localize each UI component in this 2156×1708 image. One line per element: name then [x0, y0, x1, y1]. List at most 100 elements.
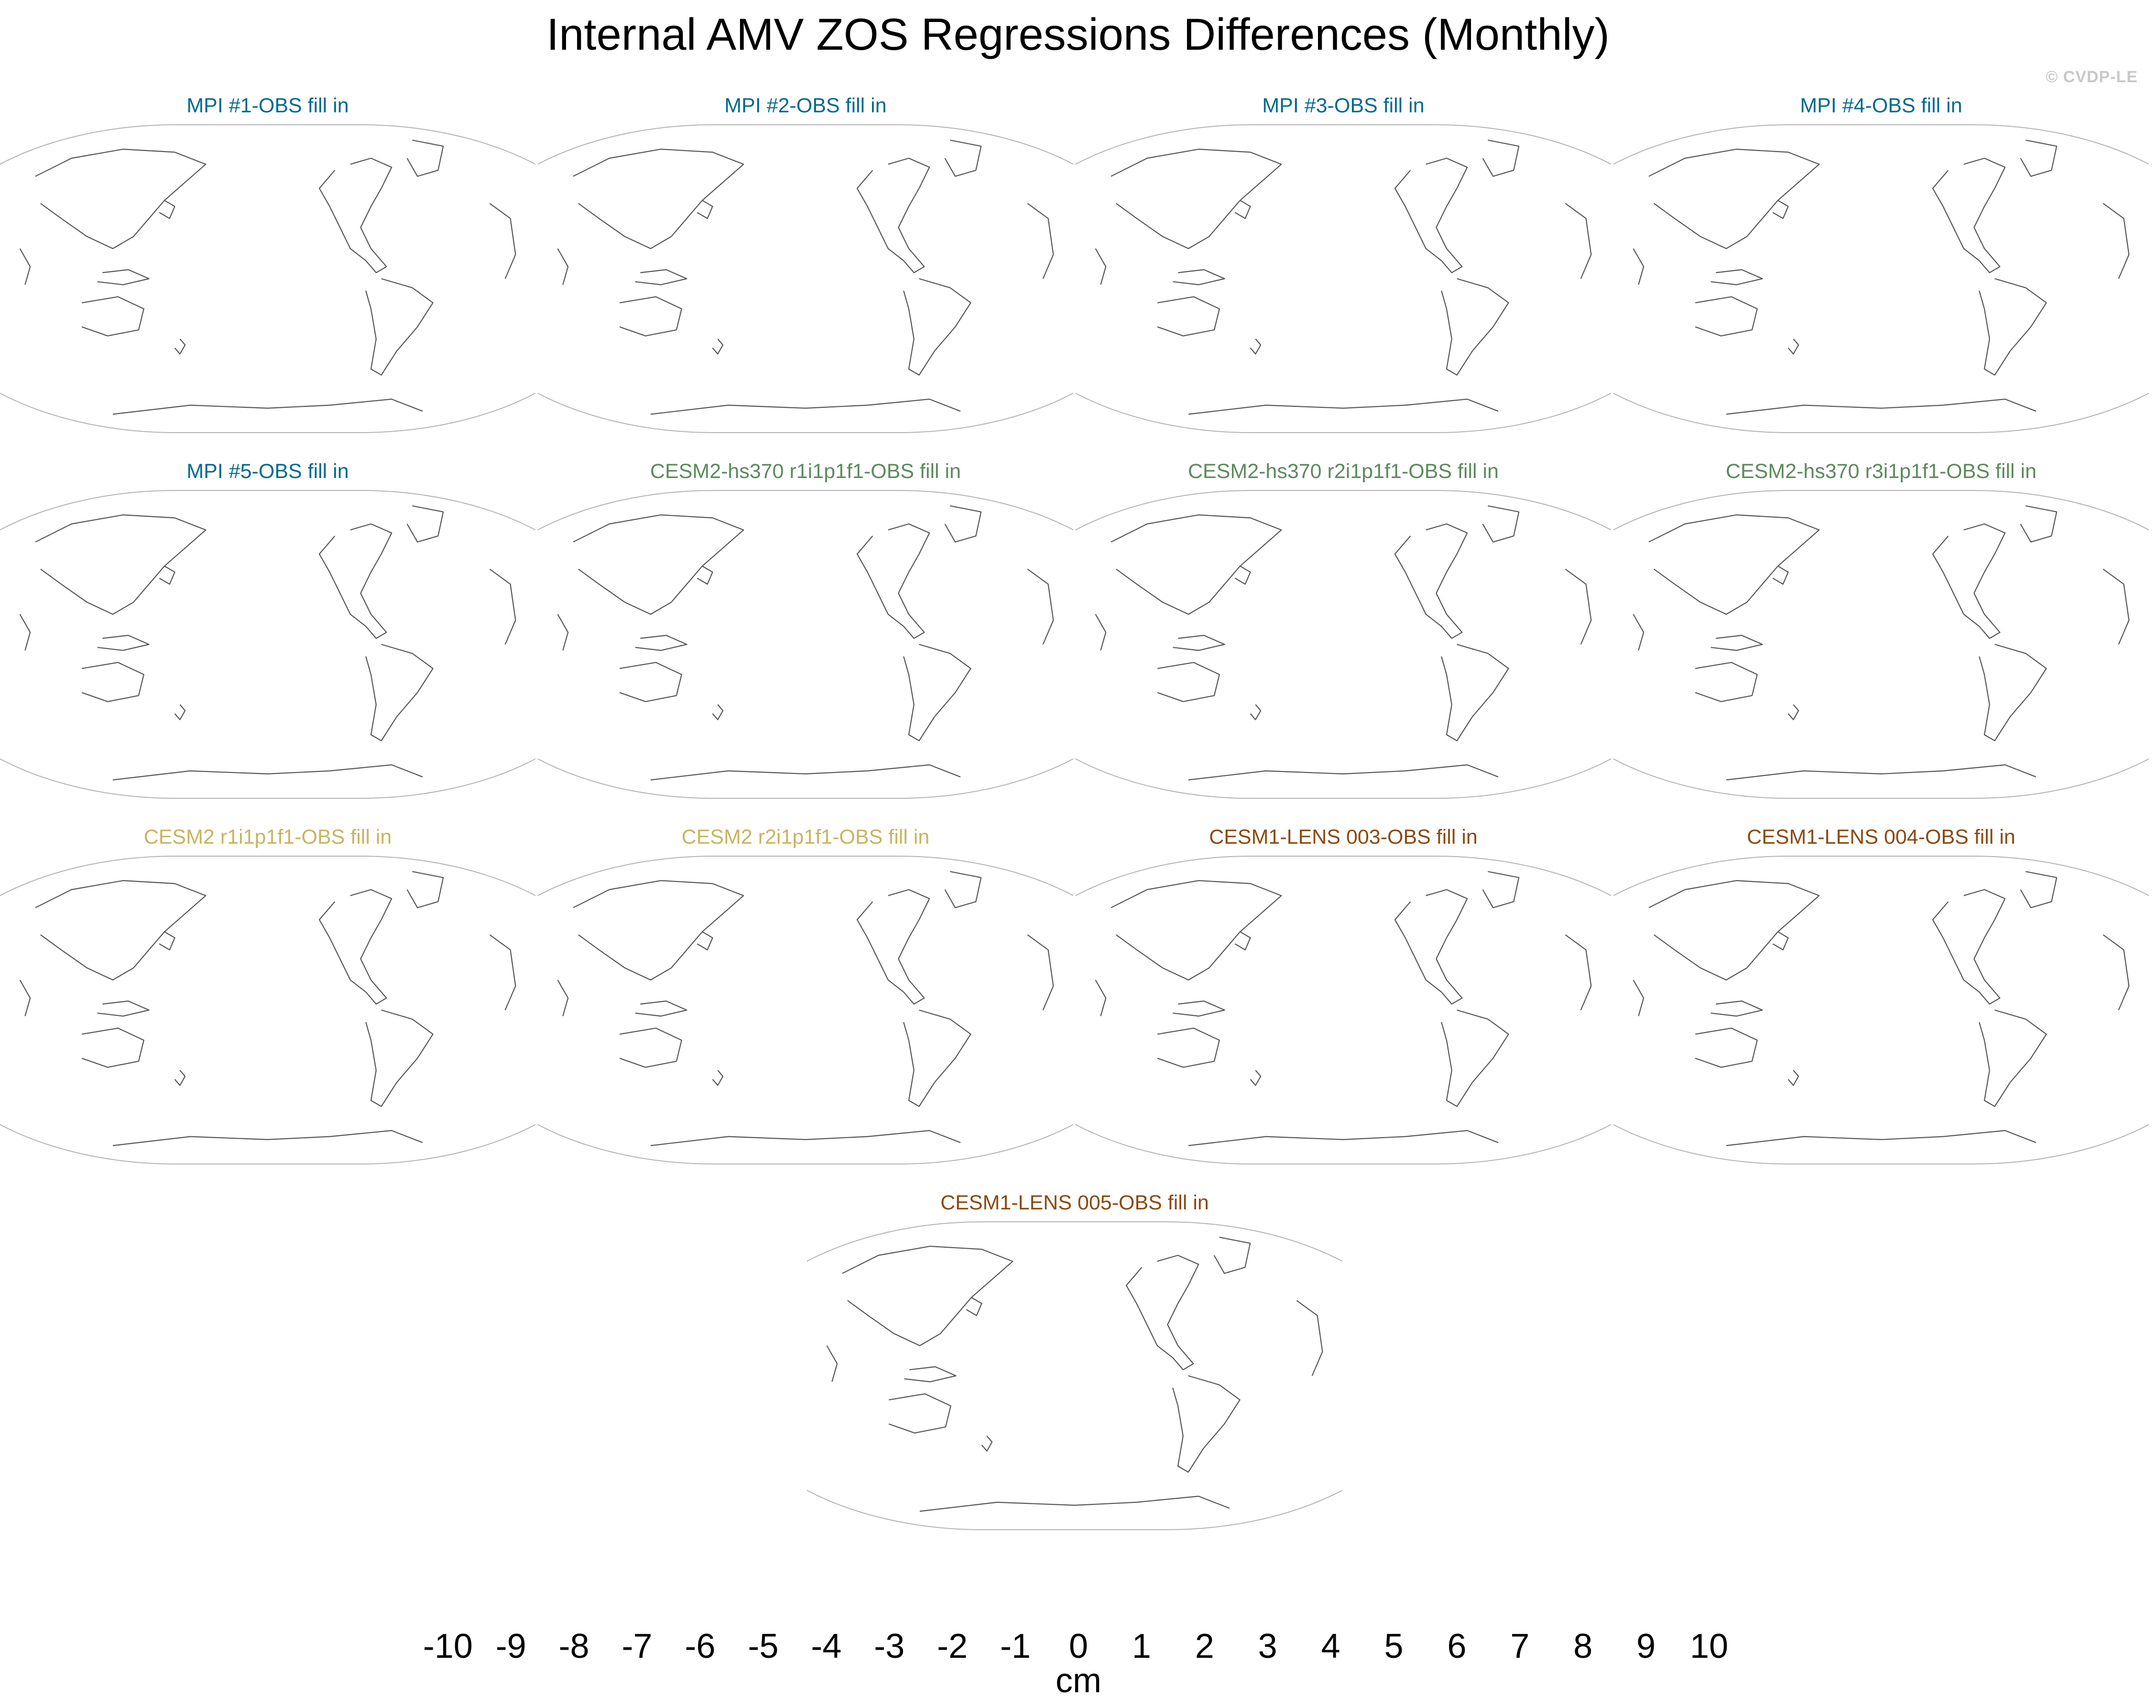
coastline [1250, 704, 1262, 720]
coastline [489, 934, 516, 1011]
map-panel: MPI #2-OBS fill in [538, 93, 1073, 437]
map-border [1613, 124, 2149, 433]
colorbar-tick-label: -4 [811, 1627, 841, 1665]
coastline [1157, 296, 1220, 337]
coastline [650, 764, 961, 781]
map-panel: MPI #1-OBS fill in [0, 93, 535, 437]
coastline [1173, 635, 1225, 651]
coastline [904, 1366, 957, 1382]
coastline [1296, 1300, 1323, 1376]
coastline [650, 398, 961, 415]
coastline [112, 764, 423, 781]
coastline [1111, 514, 1282, 615]
colorbar-units-label: cm [1056, 1662, 1101, 1700]
coastline [1565, 568, 1592, 645]
panel-title: CESM2 r1i1p1f1-OBS fill in [143, 826, 392, 849]
coastline [2102, 568, 2130, 645]
colorbar-tick-label: -9 [496, 1627, 526, 1665]
coastline [635, 635, 687, 651]
colorbar-tick-label: -1 [1000, 1627, 1031, 1665]
colorbar-tick-label: 1 [1132, 1627, 1151, 1665]
coastline [1482, 505, 1520, 543]
world-map [1076, 856, 1611, 1164]
coastline [318, 523, 392, 639]
panel-title: MPI #5-OBS fill in [186, 460, 349, 483]
colorbar-tick-label: -7 [622, 1627, 653, 1665]
coastline [1027, 568, 1054, 645]
colorbar-tick-label: 7 [1510, 1627, 1529, 1665]
coastline [489, 568, 516, 645]
coastline [406, 505, 444, 543]
colorbar-tick-label: 10 [1690, 1627, 1728, 1665]
world-map [538, 490, 1073, 799]
coastline [2102, 203, 2130, 279]
panel-title: CESM1-LENS 004-OBS fill in [1747, 826, 2015, 849]
map-border [1076, 490, 1611, 799]
coastline [1234, 566, 1251, 585]
world-map [1076, 490, 1611, 799]
coastline [650, 1130, 961, 1146]
world-map [807, 1221, 1342, 1530]
colorbar-tick-label: -3 [874, 1627, 904, 1665]
coastline [97, 635, 150, 651]
coastline [697, 566, 713, 585]
coastline [1565, 203, 1592, 279]
coastline [1157, 662, 1220, 702]
coastline [1932, 523, 2006, 639]
map-border [538, 856, 1073, 1164]
map-panel: CESM1-LENS 004-OBS fill in [1613, 825, 2149, 1169]
coastline [1250, 1070, 1262, 1086]
coastline [966, 1297, 982, 1316]
map-border [1613, 856, 2149, 1164]
coastline [19, 614, 31, 651]
coastline [1710, 269, 1763, 285]
coastline [619, 1027, 682, 1068]
map-panel: CESM1-LENS 005-OBS fill in [807, 1190, 1342, 1534]
coastline [112, 398, 423, 415]
coastline [406, 871, 444, 908]
coastline [619, 296, 682, 337]
coastline [1979, 278, 2047, 376]
world-map [1613, 124, 2149, 433]
coastline [1441, 1009, 1509, 1107]
map-border [1076, 124, 1611, 433]
coastline [1787, 704, 1799, 720]
coastline [1787, 338, 1799, 355]
panel-title: MPI #1-OBS fill in [186, 94, 349, 117]
coastline [1772, 931, 1789, 951]
coastline [365, 1009, 434, 1107]
coastline [712, 1070, 724, 1086]
coastline [981, 1436, 993, 1452]
coastline [489, 203, 516, 279]
coastline [174, 704, 186, 720]
world-map [0, 124, 535, 433]
colorbar-tick-label: 6 [1447, 1627, 1466, 1665]
coastline [1172, 1375, 1241, 1473]
world-map [538, 124, 1073, 433]
colorbar-tick-label: 8 [1573, 1627, 1592, 1665]
map-panel: CESM2-hs370 r1i1p1f1-OBS fill in [538, 459, 1073, 803]
coastline [1188, 1130, 1499, 1146]
coastline [1111, 148, 1282, 250]
coastline [1932, 157, 2006, 273]
coastline [1695, 1027, 1758, 1068]
coastline [1173, 1001, 1225, 1017]
coastline [944, 505, 982, 543]
page-title: Internal AMV ZOS Regressions Differences… [546, 9, 1610, 59]
coastline [1633, 248, 1644, 285]
coastline [1726, 764, 2036, 781]
coastline [159, 200, 175, 219]
world-map [0, 856, 535, 1164]
map-panel: CESM2 r2i1p1f1-OBS fill in [538, 825, 1073, 1169]
coastline [573, 880, 744, 981]
coastline [944, 871, 982, 908]
coastline [712, 338, 724, 355]
coastline [159, 566, 175, 585]
coastline [174, 338, 186, 355]
coastline [1234, 200, 1251, 219]
coastline [1394, 523, 1468, 639]
world-map [0, 490, 535, 799]
map-border [0, 856, 535, 1164]
map-panel: CESM2 r1i1p1f1-OBS fill in [0, 825, 535, 1169]
